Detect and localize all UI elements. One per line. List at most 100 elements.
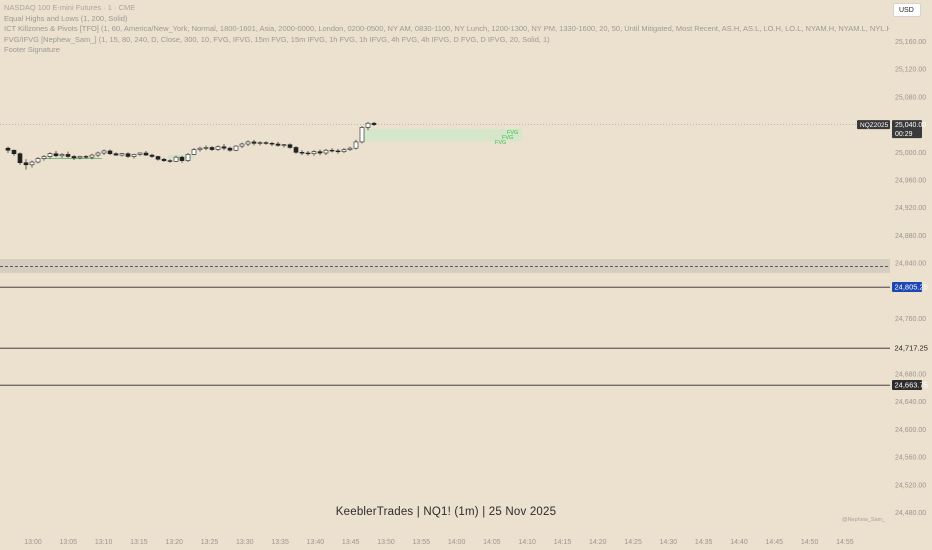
time-tick-label: 13:35 [271,539,289,546]
candle-bearish[interactable] [371,122,377,125]
candle-bearish[interactable] [65,154,71,157]
candle-bullish[interactable] [191,149,197,155]
candle-bearish[interactable] [143,152,149,156]
candle-bearish[interactable] [11,149,17,155]
price-tick-label: 24,920.00 [895,205,926,212]
candle-bearish[interactable] [161,158,167,161]
candle-bearish[interactable] [221,146,227,149]
price-tick-label: 24,680.00 [895,371,926,378]
candle-bearish[interactable] [305,152,311,155]
price-tick-label: 25,000.00 [895,150,926,157]
candle-bearish[interactable] [299,152,305,154]
candle-bearish[interactable] [227,147,233,151]
symbol-title[interactable]: NASDAQ 100 E-mini Futures · 1 · CME [4,3,136,12]
level-price-tag[interactable] [892,282,922,292]
candle-bullish[interactable] [137,152,143,155]
candle-bearish[interactable] [53,153,59,157]
time-tick-label: 14:40 [730,539,748,546]
candle-bearish[interactable] [107,150,113,155]
indicator-legend: NASDAQ 100 E-mini Futures · 1 · CME Equa… [4,3,889,56]
price-tick-label: 25,160.00 [895,39,926,46]
candle-bearish[interactable] [155,156,161,160]
candle-bearish[interactable] [125,153,131,157]
candle-bearish[interactable] [71,156,77,159]
candle-bearish[interactable] [287,144,293,148]
candle-bearish[interactable] [149,154,155,157]
candle-bullish[interactable] [341,149,347,152]
level-price-tag[interactable] [892,343,922,353]
legend-line-fvg[interactable]: FVG/IFVG [Nephew_Sam_] (1, 15, 80, 240, … [4,34,550,44]
level-price-tag[interactable] [892,380,922,390]
candle-bullish[interactable] [119,153,125,156]
candle-bullish[interactable] [101,150,107,154]
candle-bullish[interactable] [311,151,317,155]
candle-bullish[interactable] [95,152,101,156]
candle-bullish[interactable] [281,144,287,146]
level-price-text: 24,717.25 [895,344,928,353]
candle-bearish[interactable] [329,149,335,152]
candle-bearish[interactable] [251,141,257,144]
fvg-label: FVG [495,140,506,146]
candle-bearish[interactable] [263,142,269,144]
time-tick-label: 13:40 [307,539,325,546]
candle-bullish[interactable] [359,127,365,143]
time-tick-label: 14:45 [766,539,784,546]
legend-line-equal-highs[interactable]: Equal Highs and Lows (1, 200, Solid) [4,13,128,23]
author-watermark: @Nephew_Sam_ [842,517,886,523]
candle-bullish[interactable] [59,154,65,157]
time-tick-label: 14:35 [695,539,713,546]
time-tick-label: 14:15 [554,539,572,546]
symbol-tag[interactable] [857,120,890,130]
candle-bullish[interactable] [131,154,137,157]
candle-bearish[interactable] [23,162,29,166]
time-tick-label: 13:55 [413,539,431,546]
candle-bullish[interactable] [41,156,47,159]
candle-bullish[interactable] [353,141,359,149]
candle-bearish[interactable] [167,160,173,162]
currency-button[interactable]: USD [893,3,921,17]
candle-bearish[interactable] [209,147,215,150]
level-price-text: 24,805.25 [895,283,928,292]
candle-bearish[interactable] [5,147,11,151]
price-tick-label: 24,880.00 [895,233,926,240]
candle-bearish[interactable] [275,143,281,146]
time-tick-label: 13:05 [60,539,78,546]
fvg-zone-large [360,128,522,142]
candle-bearish[interactable] [83,156,89,158]
candle-bullish[interactable] [239,143,245,147]
candle-bearish[interactable] [17,153,23,164]
candle-bearish[interactable] [335,150,341,153]
time-tick-label: 13:10 [95,539,113,546]
candle-bullish[interactable] [47,153,53,157]
candle-bullish[interactable] [89,154,95,158]
countdown-text: 00:29 [895,131,913,138]
candle-bullish[interactable] [173,156,179,162]
candle-bearish[interactable] [179,156,185,161]
price-tick-label: 24,480.00 [895,510,926,517]
candle-bullish[interactable] [215,146,221,150]
last-price-tag[interactable] [892,120,922,139]
legend-line-footer-signature[interactable]: Footer Signature [4,45,60,54]
candle-bullish[interactable] [197,147,203,150]
price-tick-label: 24,560.00 [895,455,926,462]
candle-bearish[interactable] [293,147,299,153]
candle-bullish[interactable] [233,145,239,151]
time-tick-label: 13:45 [342,539,360,546]
candle-bullish[interactable] [245,141,251,145]
candle-bearish[interactable] [269,143,275,145]
candle-bullish[interactable] [347,147,353,150]
candle-bullish[interactable] [185,154,191,161]
level-price-text: 24,663.75 [895,381,928,390]
candle-bullish[interactable] [365,122,371,128]
legend-line-killzones[interactable]: ICT Killzones & Pivots [TFO] (1, 60, Ame… [4,24,889,33]
candle-bullish[interactable] [323,149,329,154]
candle-bearish[interactable] [113,153,119,156]
candle-bullish[interactable] [203,147,209,149]
candle-bullish[interactable] [77,156,83,159]
candle-bullish[interactable] [257,142,263,144]
candle-bearish[interactable] [317,151,323,154]
candle-bullish[interactable] [35,158,41,163]
candle-bullish[interactable] [29,161,35,166]
